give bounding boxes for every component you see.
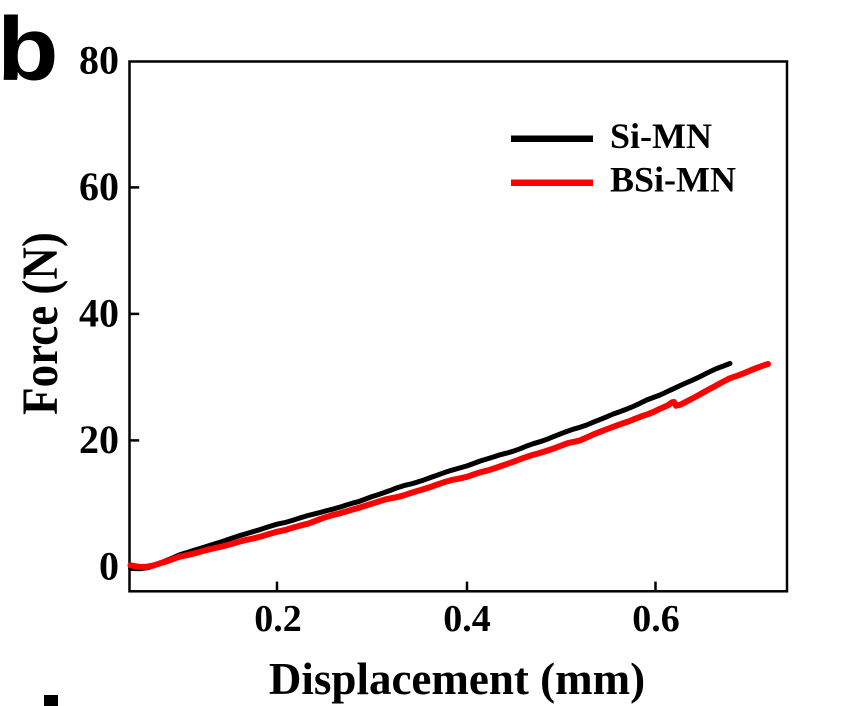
- svg-text:0.6: 0.6: [632, 598, 680, 640]
- svg-text:80: 80: [79, 38, 119, 83]
- svg-text:BSi-MN: BSi-MN: [610, 159, 736, 199]
- svg-text:20: 20: [79, 417, 119, 462]
- svg-text:40: 40: [79, 291, 119, 336]
- svg-text:0.4: 0.4: [443, 598, 491, 640]
- svg-text:60: 60: [79, 164, 119, 209]
- svg-text:Force (N): Force (N): [13, 232, 69, 415]
- svg-text:0.2: 0.2: [254, 598, 302, 640]
- svg-text:b: b: [0, 0, 59, 100]
- svg-text:0: 0: [99, 544, 119, 589]
- svg-text:Displacement (mm): Displacement (mm): [269, 654, 645, 704]
- svg-text:Si-MN: Si-MN: [610, 116, 712, 156]
